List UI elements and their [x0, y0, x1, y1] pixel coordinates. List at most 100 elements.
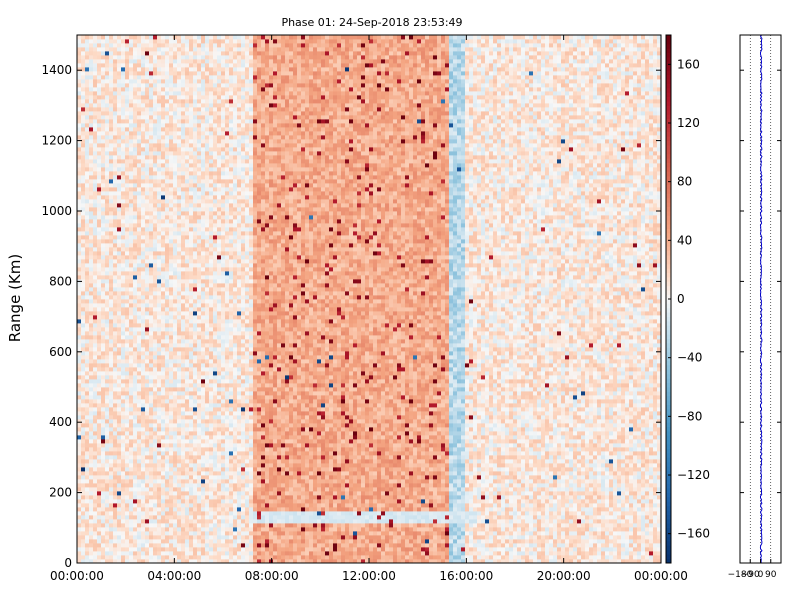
heatmap-cell [117, 503, 122, 508]
heatmap-cell [145, 35, 150, 40]
heatmap-cell [201, 551, 206, 556]
heatmap-cell [185, 55, 190, 60]
heatmap-cell [113, 339, 118, 344]
heatmap-cell [97, 431, 102, 436]
heatmap-cell [169, 199, 174, 204]
heatmap-cell [197, 303, 202, 308]
heatmap-cell [81, 535, 86, 540]
heatmap-cell [197, 351, 202, 356]
heatmap-cell [97, 139, 102, 144]
heatmap-cell [121, 359, 126, 364]
heatmap-cell [113, 155, 118, 160]
heatmap-cell [197, 35, 202, 40]
heatmap-cell [157, 371, 162, 376]
heatmap-cell [197, 315, 202, 320]
heatmap-cell [185, 503, 190, 508]
heatmap-cell [181, 79, 186, 84]
heatmap-cell [141, 267, 146, 272]
heatmap-cell [197, 79, 202, 84]
heatmap-cell [209, 191, 214, 196]
heatmap-cell [97, 423, 102, 428]
heatmap-cell [185, 487, 190, 492]
heatmap-cell [185, 543, 190, 548]
heatmap-cell [161, 451, 166, 456]
heatmap-cell [197, 423, 202, 428]
heatmap-cell [77, 127, 82, 132]
heatmap-cell [77, 391, 82, 396]
heatmap-cell [101, 63, 106, 68]
heatmap-cell [117, 343, 122, 348]
heatmap-cell [157, 71, 162, 76]
heatmap-cell [157, 455, 162, 460]
heatmap-cell [137, 295, 142, 300]
heatmap-cell [197, 511, 202, 516]
heatmap-cell [173, 203, 178, 208]
heatmap-cell [169, 171, 174, 176]
heatmap-cell [93, 127, 98, 132]
heatmap-cell [165, 351, 170, 356]
heatmap-cell [185, 79, 190, 84]
heatmap-cell [217, 163, 222, 168]
heatmap-cell [157, 363, 162, 368]
heatmap-cell [137, 443, 142, 448]
heatmap-cell [137, 419, 142, 424]
heatmap-cell [169, 191, 174, 196]
heatmap-cell [169, 335, 174, 340]
heatmap-cell [133, 551, 138, 556]
heatmap-cell [165, 295, 170, 300]
heatmap-cell [113, 243, 118, 248]
heatmap-cell [213, 403, 218, 408]
heatmap-cell [213, 199, 218, 204]
heatmap-cell [93, 75, 98, 80]
heatmap-cell [209, 123, 214, 128]
heatmap-cell [197, 223, 202, 228]
heatmap-cell [129, 255, 134, 260]
heatmap-cell [133, 207, 138, 212]
heatmap-cell [121, 263, 126, 268]
heatmap-cell [173, 47, 178, 52]
heatmap-cell [121, 251, 126, 256]
heatmap-cell [81, 559, 86, 564]
heatmap-cell [105, 107, 110, 112]
heatmap-cell [125, 495, 130, 500]
heatmap-cell [201, 335, 206, 340]
heatmap-cell [141, 207, 146, 212]
heatmap-cell [201, 519, 206, 524]
heatmap-cell [109, 123, 114, 128]
heatmap-cell [161, 71, 166, 76]
heatmap-cell [177, 419, 182, 424]
heatmap-cell [149, 543, 154, 548]
heatmap-cell [121, 123, 126, 128]
heatmap-cell [197, 119, 202, 124]
heatmap-cell [149, 283, 154, 288]
heatmap-cell [169, 475, 174, 480]
heatmap-cell [213, 123, 218, 128]
heatmap-cell [157, 539, 162, 544]
heatmap-cell [153, 367, 158, 372]
heatmap-cell [129, 487, 134, 492]
heatmap-cell [209, 211, 214, 216]
heatmap-cell [189, 255, 194, 260]
heatmap-cell [189, 363, 194, 368]
heatmap-cell [173, 75, 178, 80]
heatmap-cell [85, 375, 90, 380]
heatmap-cell [109, 387, 114, 392]
heatmap-cell [97, 427, 102, 432]
heatmap-cell [145, 111, 150, 116]
heatmap-cell [137, 87, 142, 92]
heatmap-cell [109, 351, 114, 356]
heatmap-cell [193, 371, 198, 376]
heatmap-cell [145, 131, 150, 136]
heatmap-cell [77, 399, 82, 404]
heatmap-cell [197, 479, 202, 484]
heatmap-cell [173, 371, 178, 376]
heatmap-cell [89, 51, 94, 56]
heatmap-cell [117, 455, 122, 460]
heatmap-cell [117, 539, 122, 544]
heatmap-cell [165, 271, 170, 276]
heatmap-cell [201, 419, 206, 424]
heatmap-cell [125, 547, 130, 552]
heatmap-cell [161, 75, 166, 80]
heatmap-cell [137, 323, 142, 328]
heatmap-cell [93, 199, 98, 204]
